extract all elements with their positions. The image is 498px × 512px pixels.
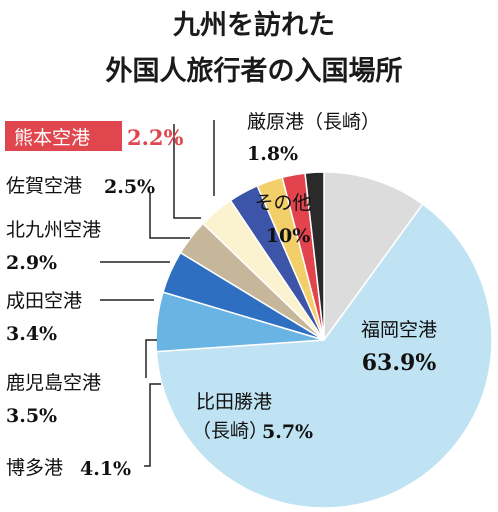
leader-lines	[100, 120, 215, 467]
value-saga: 2.5%	[104, 176, 155, 198]
leader-line-saga	[149, 193, 190, 239]
label-saga: 佐賀空港	[6, 175, 82, 197]
label-fukuoka: 福岡空港	[361, 319, 437, 341]
label-hakata: 博多港	[6, 457, 63, 479]
kumamoto-highlight-box	[5, 121, 122, 151]
label-hitakatsu-line-1: 比田勝港	[196, 391, 272, 413]
value-kumamoto: 2.2%	[127, 125, 184, 150]
label-kumamoto: 熊本空港	[14, 127, 90, 149]
value-kagoshima: 3.5%	[6, 405, 57, 427]
leader-line-kagoshima	[145, 339, 157, 378]
value-other: 10%	[266, 225, 311, 247]
label-kagoshima: 鹿児島空港	[6, 372, 101, 394]
pie-slices	[155, 171, 493, 509]
label-izuhara: 厳原港（長崎）	[247, 111, 380, 133]
pie-slice-0	[323, 171, 424, 343]
leader-line-hakata	[144, 383, 161, 467]
label-kitakyushu: 北九州空港	[6, 219, 101, 241]
label-narita: 成田空港	[6, 290, 82, 312]
value-izuhara: 1.8%	[247, 143, 298, 165]
value-hitakatsu: 5.7%	[262, 421, 313, 443]
value-fukuoka: 63.9%	[362, 350, 437, 376]
value-kitakyushu: 2.9%	[6, 252, 57, 274]
chart-title-line-1: 九州を訪れた	[173, 9, 335, 41]
value-narita: 3.4%	[6, 323, 57, 345]
leader-line-kumamoto	[173, 124, 201, 219]
chart-title-line-2: 外国人旅行者の入国場所	[106, 55, 403, 87]
label-other: その他	[254, 192, 311, 214]
label-hitakatsu-line-2: （長崎）	[192, 420, 268, 442]
value-hakata: 4.1%	[80, 458, 131, 480]
pie-slice-1	[155, 203, 493, 509]
pie-slice-9	[304, 171, 325, 341]
